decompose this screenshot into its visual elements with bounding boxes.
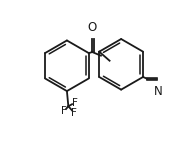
Text: F: F	[72, 98, 78, 108]
Text: N: N	[154, 85, 162, 98]
Text: F: F	[61, 106, 67, 116]
Text: F: F	[71, 108, 77, 118]
Text: O: O	[88, 21, 97, 34]
